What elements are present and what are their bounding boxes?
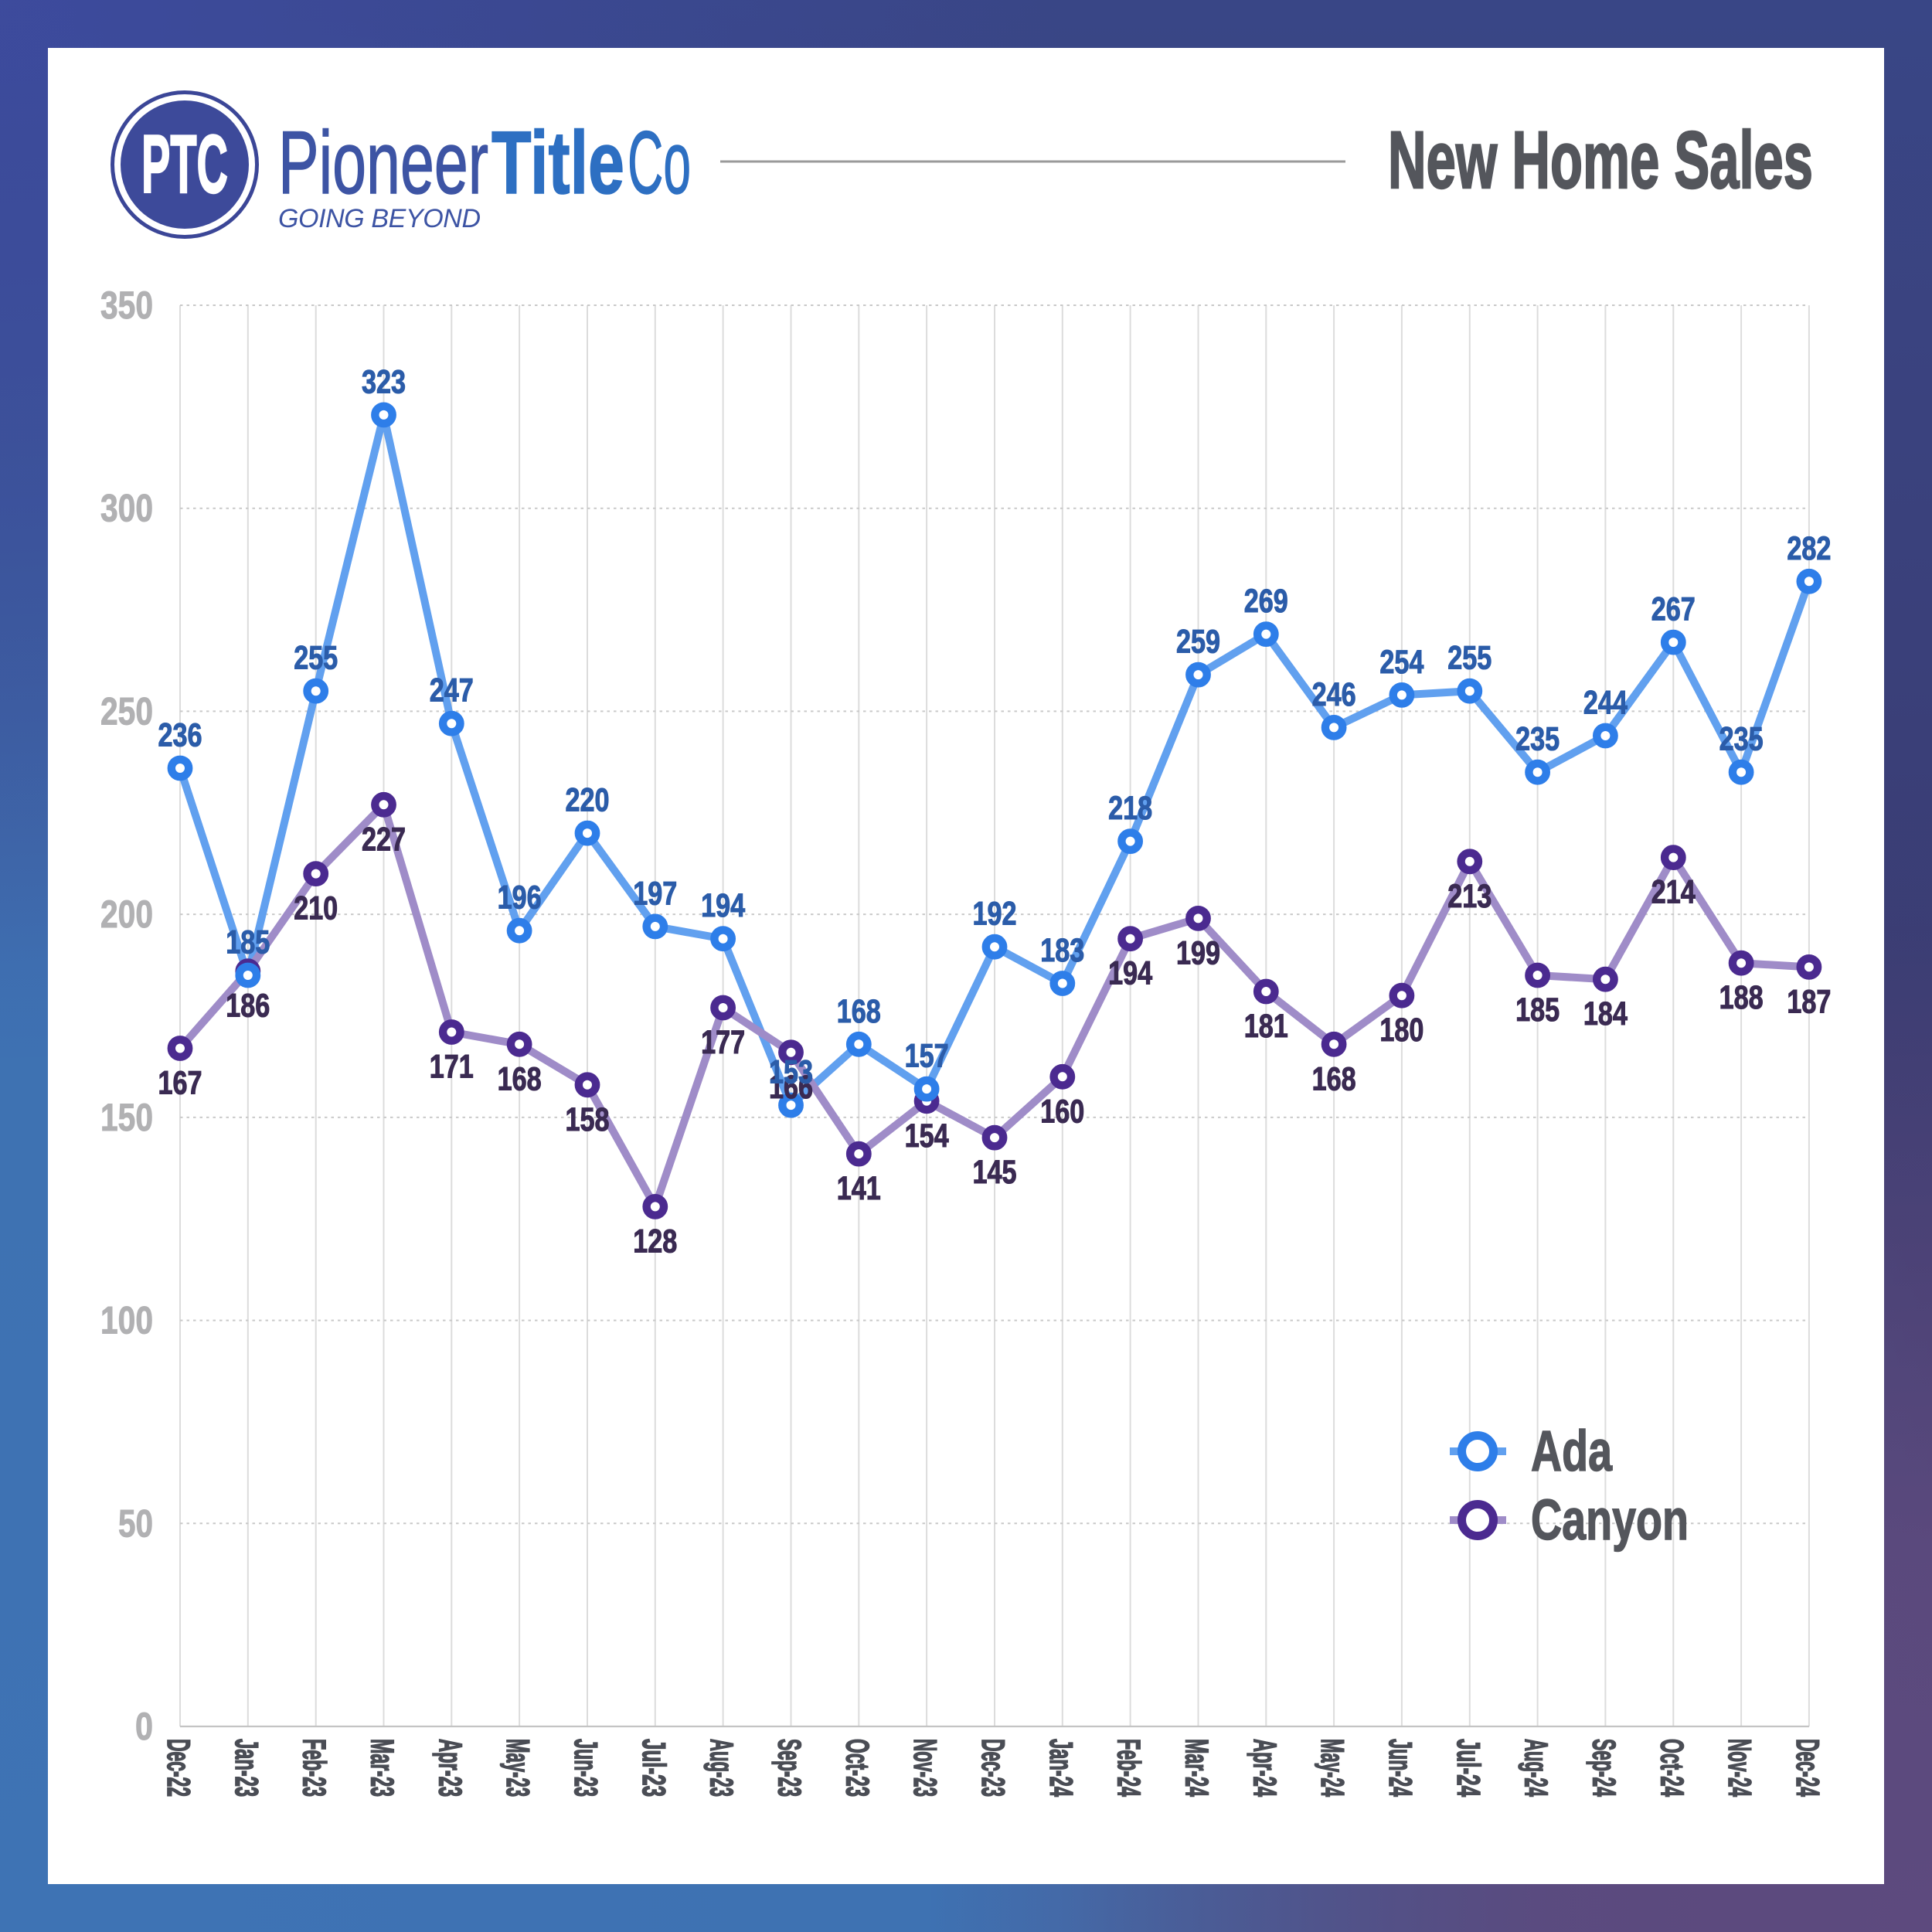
svg-text:PTC: PTC [141,117,228,210]
svg-text:186: 186 [226,988,270,1025]
svg-text:166: 166 [769,1069,813,1106]
svg-text:350: 350 [100,284,153,327]
svg-text:May-23: May-23 [500,1739,536,1797]
svg-text:Aug-24: Aug-24 [1519,1739,1555,1797]
svg-text:150: 150 [100,1096,153,1139]
svg-text:Jan-24: Jan-24 [1043,1739,1080,1797]
svg-text:199: 199 [1176,934,1220,971]
svg-text:0: 0 [135,1705,153,1748]
svg-text:Oct-23: Oct-23 [839,1739,876,1797]
svg-text:177: 177 [701,1024,745,1061]
svg-text:141: 141 [837,1170,881,1207]
svg-text:New Home Sales: New Home Sales [1388,115,1813,206]
svg-text:194: 194 [1108,955,1152,992]
svg-text:254: 254 [1379,644,1423,681]
svg-text:192: 192 [973,896,1017,933]
svg-text:50: 50 [118,1502,153,1545]
svg-text:Mar-23: Mar-23 [365,1739,401,1797]
svg-text:May-24: May-24 [1315,1739,1351,1797]
svg-text:269: 269 [1244,583,1288,620]
svg-text:235: 235 [1719,721,1764,758]
svg-text:183: 183 [1040,932,1084,969]
svg-text:184: 184 [1583,995,1628,1032]
svg-text:168: 168 [837,993,881,1030]
svg-text:213: 213 [1447,878,1492,915]
svg-text:Jan-23: Jan-23 [229,1739,265,1797]
svg-text:180: 180 [1379,1012,1423,1049]
svg-text:185: 185 [226,924,270,961]
svg-text:Jun-23: Jun-23 [568,1739,604,1797]
svg-text:Sep-23: Sep-23 [772,1739,808,1797]
svg-text:Apr-24: Apr-24 [1247,1739,1283,1797]
svg-text:220: 220 [566,782,610,819]
svg-text:227: 227 [362,821,406,858]
svg-text:194: 194 [701,887,745,924]
svg-text:Title: Title [492,114,624,213]
svg-text:Feb-23: Feb-23 [297,1739,333,1797]
svg-text:323: 323 [362,363,406,400]
svg-text:145: 145 [973,1154,1017,1191]
svg-text:235: 235 [1515,721,1560,758]
svg-text:214: 214 [1651,874,1696,911]
svg-text:236: 236 [158,717,202,754]
svg-text:157: 157 [905,1038,949,1075]
svg-text:Dec-23: Dec-23 [975,1739,1012,1797]
svg-text:Pioneer: Pioneer [278,114,488,213]
svg-text:250: 250 [100,689,153,733]
svg-text:128: 128 [633,1223,677,1260]
svg-text:Jul-24: Jul-24 [1451,1739,1487,1797]
svg-text:171: 171 [430,1049,474,1086]
svg-text:160: 160 [1040,1093,1084,1130]
svg-text:259: 259 [1176,624,1220,661]
svg-text:200: 200 [100,893,153,936]
svg-text:218: 218 [1108,790,1152,827]
svg-text:Dec-24: Dec-24 [1790,1739,1826,1797]
svg-text:185: 185 [1515,992,1560,1029]
svg-text:Mar-24: Mar-24 [1179,1739,1216,1797]
svg-text:181: 181 [1244,1008,1288,1045]
svg-text:Canyon: Canyon [1531,1488,1689,1552]
svg-text:154: 154 [905,1117,949,1155]
svg-text:GOING BEYOND: GOING BEYOND [278,204,481,233]
svg-text:Ada: Ada [1531,1419,1613,1483]
svg-text:Co: Co [628,114,691,213]
svg-text:100: 100 [100,1299,153,1342]
svg-text:197: 197 [633,875,677,912]
svg-text:168: 168 [1312,1060,1356,1097]
svg-text:Sep-24: Sep-24 [1586,1739,1622,1797]
svg-text:267: 267 [1651,591,1696,628]
svg-text:167: 167 [158,1065,202,1102]
svg-text:Jul-23: Jul-23 [636,1739,672,1797]
svg-text:Dec-22: Dec-22 [161,1739,197,1797]
svg-text:Feb-24: Feb-24 [1111,1739,1148,1797]
svg-text:Apr-23: Apr-23 [432,1739,468,1797]
svg-text:168: 168 [498,1060,542,1097]
svg-text:282: 282 [1787,530,1831,567]
svg-text:255: 255 [294,640,338,677]
svg-text:Nov-23: Nov-23 [907,1739,944,1797]
svg-text:153: 153 [769,1054,813,1091]
svg-text:188: 188 [1719,979,1764,1016]
svg-text:255: 255 [1447,640,1492,677]
svg-text:300: 300 [100,487,153,530]
svg-text:Nov-24: Nov-24 [1722,1739,1758,1797]
svg-text:244: 244 [1583,685,1628,722]
svg-text:187: 187 [1787,983,1831,1020]
svg-text:210: 210 [294,890,338,927]
svg-text:Jun-24: Jun-24 [1383,1739,1419,1797]
svg-text:Oct-24: Oct-24 [1654,1739,1690,1797]
svg-text:Aug-23: Aug-23 [704,1739,740,1797]
svg-text:158: 158 [566,1101,610,1138]
svg-text:246: 246 [1312,676,1356,713]
svg-text:247: 247 [430,672,474,709]
svg-text:196: 196 [498,879,542,917]
